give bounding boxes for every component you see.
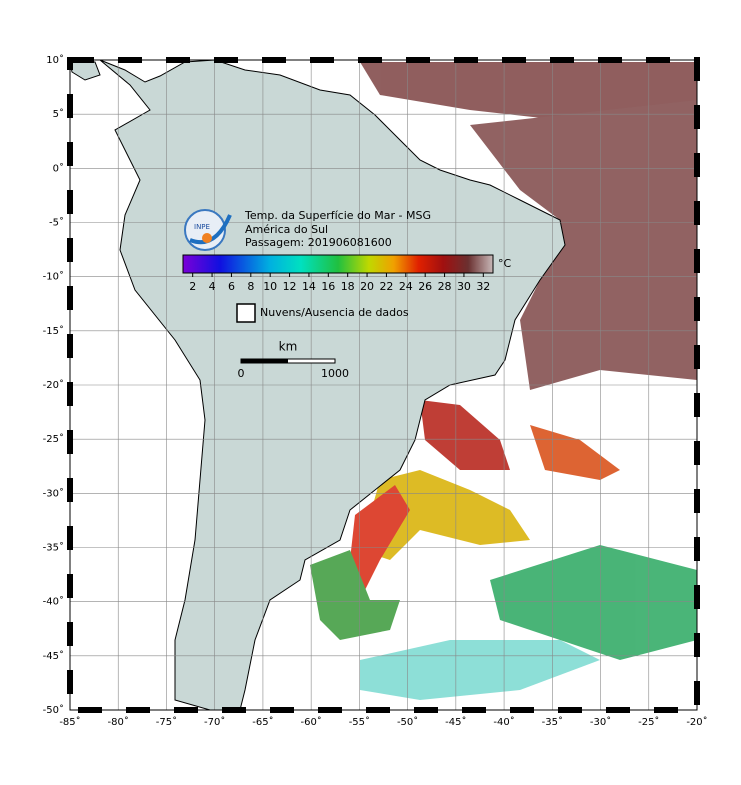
sst-south xyxy=(490,545,697,660)
lat-tick-label: -45˚ xyxy=(43,650,64,662)
lon-tick-label: -80˚ xyxy=(108,716,129,728)
scale-unit: km xyxy=(279,340,298,354)
lon-tick-label: -45˚ xyxy=(445,716,466,728)
logo: INPE xyxy=(184,209,232,251)
lat-tick-label: -25˚ xyxy=(43,433,64,445)
lon-tick-label: -20˚ xyxy=(686,716,707,728)
logo-arrow xyxy=(189,214,232,245)
title: Temp. da Superfície do Mar - MSG xyxy=(244,209,431,222)
lon-tick-label: -50˚ xyxy=(397,716,418,728)
lon-tick-label: -40˚ xyxy=(493,716,514,728)
colorbar-tick-label: 20 xyxy=(360,280,374,293)
colorbar-tick-label: 14 xyxy=(302,280,316,293)
lat-tick-label: -10˚ xyxy=(43,271,64,283)
colorbar: °C 2 4 6 8 10 12 14 16 18 20 22 24 26 28 30 32 xyxy=(182,254,512,293)
lon-tick-label: -70˚ xyxy=(204,716,225,728)
sst-shelf xyxy=(310,550,400,640)
frame-inner xyxy=(69,59,698,711)
lon-tick-label: -30˚ xyxy=(590,716,611,728)
sst-north xyxy=(360,62,697,120)
lat-tick-label: -5˚ xyxy=(49,217,64,229)
colorbar-tick-label: 4 xyxy=(209,280,216,293)
colorbar-tick-label: 30 xyxy=(457,280,471,293)
colorbar-tick-label: 8 xyxy=(247,280,254,293)
lat-tick-label: -20˚ xyxy=(43,379,64,391)
lat-tick-label: -30˚ xyxy=(43,487,64,499)
region: América do Sul xyxy=(245,223,328,236)
logo-text: INPE xyxy=(194,223,210,231)
scale-end: 1000 xyxy=(321,367,349,380)
colorbar-unit: °C xyxy=(498,257,512,270)
colorbar-tick-label: 10 xyxy=(263,280,277,293)
colorbar-tick-label: 26 xyxy=(418,280,432,293)
sst-cloud-areas xyxy=(310,62,697,700)
lon-tick-label: -85˚ xyxy=(59,716,80,728)
lat-tick-label: 5˚ xyxy=(53,108,64,120)
colorbar-tick-label: 22 xyxy=(379,280,393,293)
sst-front xyxy=(350,485,410,600)
lon-tick-label: -60˚ xyxy=(300,716,321,728)
lon-tick-label: -75˚ xyxy=(156,716,177,728)
colorbar-tick-label: 24 xyxy=(399,280,413,293)
sst-cold xyxy=(360,640,600,700)
lon-tick-label: -65˚ xyxy=(252,716,273,728)
colorbar-tick-label: 16 xyxy=(321,280,335,293)
scale-fill xyxy=(241,359,288,363)
legend-label: Nuvens/Ausencia de dados xyxy=(260,306,409,319)
lat-tick-label: -40˚ xyxy=(43,596,64,608)
colorbar-tick-label: 6 xyxy=(228,280,235,293)
sst-east xyxy=(470,100,697,390)
lon-tick-label: -55˚ xyxy=(349,716,370,728)
scale-start: 0 xyxy=(238,367,245,380)
colorbar-tick-label: 28 xyxy=(438,280,452,293)
logo-sun xyxy=(202,233,212,243)
colorbar-tick-label: 32 xyxy=(476,280,490,293)
scale-bar: km 0 1000 xyxy=(238,340,350,381)
colorbar-tick-label: 12 xyxy=(283,280,297,293)
colorbar-tick-label: 2 xyxy=(189,280,196,293)
lat-tick-label: 0˚ xyxy=(53,162,64,174)
lon-tick-label: -25˚ xyxy=(638,716,659,728)
lon-tick-label: -35˚ xyxy=(542,716,563,728)
lat-tick-label: 10˚ xyxy=(46,54,64,66)
sst-mid xyxy=(360,470,530,560)
colorbar-tick-label: 18 xyxy=(341,280,355,293)
colorbar-ramp xyxy=(182,254,494,274)
legend-swatch xyxy=(236,303,256,323)
lat-tick-label: -15˚ xyxy=(43,325,64,337)
lat-tick-label: -50˚ xyxy=(43,704,64,716)
pass-time: Passagem: 201906081600 xyxy=(245,236,392,249)
sst-warm xyxy=(420,400,510,470)
lat-tick-label: -35˚ xyxy=(43,542,64,554)
